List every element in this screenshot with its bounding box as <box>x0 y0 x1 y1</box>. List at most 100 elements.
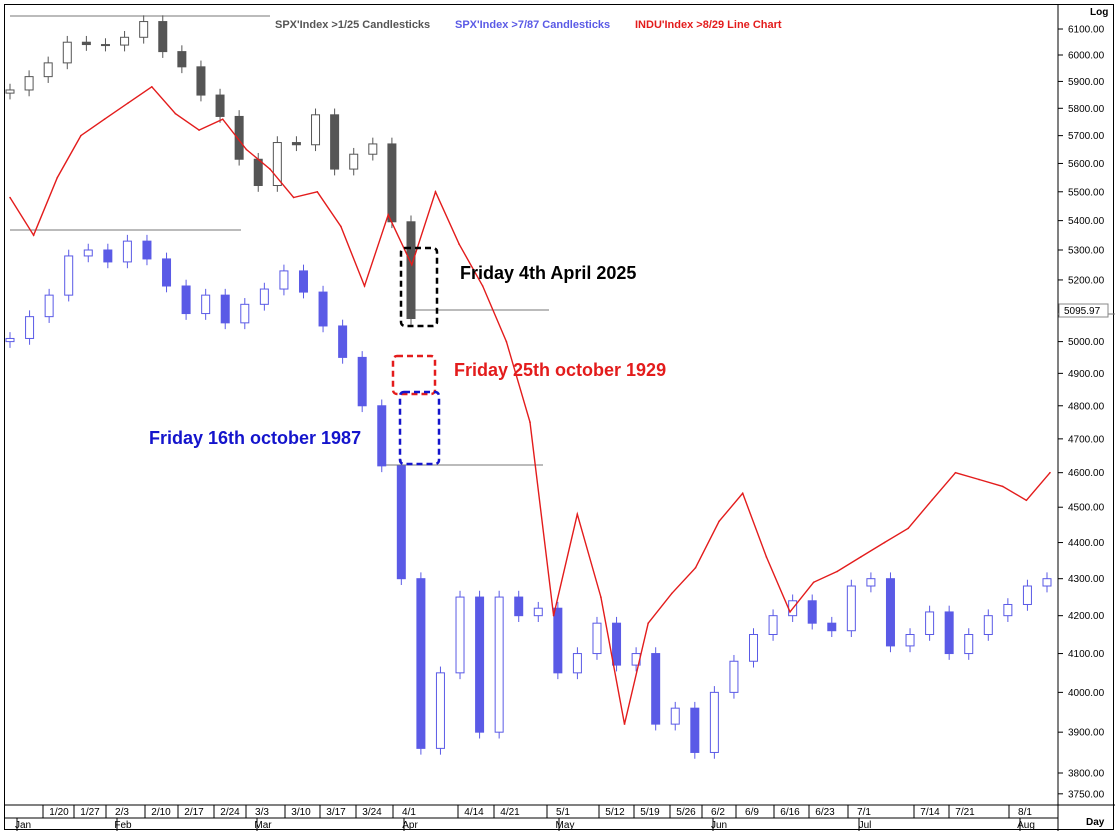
indu-1929-point <box>741 492 744 495</box>
y-tick-label: 3900.00 <box>1068 728 1105 739</box>
month-label: Jul <box>859 820 872 831</box>
x-tick-label: 2/17 <box>184 807 204 818</box>
x-tick-label: 3/3 <box>255 807 269 818</box>
indu-1929-point <box>576 513 579 516</box>
series-spx-1987 <box>5 234 1052 759</box>
spx-2025-candle <box>349 153 359 170</box>
x-tick-label: 5/12 <box>605 807 625 818</box>
spx-1987-candle <box>807 600 817 624</box>
spx-1987-candle <box>709 691 719 753</box>
indu-1929-point <box>316 190 319 193</box>
highlight-box-1929 <box>391 354 437 396</box>
indu-1929-point <box>907 527 909 530</box>
indu-1929-point <box>56 176 59 179</box>
x-tick-label: 4/14 <box>464 807 484 818</box>
spx-2025-candle <box>406 221 416 320</box>
spx-2025-candle <box>215 94 225 117</box>
axis-rails <box>5 5 1115 831</box>
spx-1987-candle <box>162 258 172 287</box>
indu-1929-point <box>552 614 555 617</box>
y-tick-label: 6000.00 <box>1068 51 1105 62</box>
y-tick-label: 5800.00 <box>1068 104 1105 115</box>
reference-lines <box>10 15 1115 466</box>
indu-1929-point <box>1025 499 1028 502</box>
x-tick-label: 5/26 <box>676 807 696 818</box>
indu-1929-point <box>434 190 437 193</box>
y-tick-label: 4600.00 <box>1068 468 1105 479</box>
indu-1929-point <box>647 622 649 624</box>
spx-2025-candle <box>5 89 15 94</box>
x-tick-label: 6/9 <box>745 807 759 818</box>
indu-1929-point <box>836 570 839 573</box>
indu-1929-point <box>363 285 366 287</box>
indu-1929-point <box>458 243 460 245</box>
y-tick-label: 5000.00 <box>1068 337 1105 348</box>
indu-1929-point <box>860 556 862 558</box>
spx-1987-candle <box>827 622 837 632</box>
month-label: Apr <box>402 820 418 831</box>
x-tick-label: 2/10 <box>151 807 171 818</box>
indu-1929-point <box>80 134 82 137</box>
indu-1929-point <box>1001 485 1004 488</box>
indu-1929-point <box>954 471 957 474</box>
spx-1987-candle <box>318 291 328 327</box>
spx-1987-candle <box>846 585 856 632</box>
spx-2025-candle <box>100 44 110 47</box>
indu-1929-point <box>883 541 886 544</box>
spx-1987-candle <box>749 634 759 662</box>
month-label: Jun <box>711 820 727 831</box>
annotation-1987: Friday 16th october 1987 <box>149 428 361 448</box>
x-tick-label: 5/19 <box>640 807 660 818</box>
indu-1929-point <box>198 129 200 131</box>
spx-2025-candle <box>81 41 91 46</box>
chart-svg: 6100.00 6000.00 5900.00 5800.00 5700.00 5600.… <box>5 5 1115 831</box>
spx-1987-candle <box>592 622 602 655</box>
indu-1929-point <box>931 499 933 502</box>
y-tick-label: 5500.00 <box>1068 187 1105 198</box>
spx-1987-candle <box>670 707 680 725</box>
spx-2025-candle <box>387 143 397 223</box>
indu-1929-point <box>765 556 768 558</box>
spx-1987-candle <box>729 660 739 693</box>
indu-1929-point <box>340 225 342 228</box>
y-tick-label: 4200.00 <box>1068 611 1105 622</box>
spx-1987-candle <box>768 615 778 636</box>
y-tick-label: 5900.00 <box>1068 77 1105 88</box>
x-tick-label: 7/21 <box>955 807 975 818</box>
x-tick-label: 6/23 <box>815 807 835 818</box>
spx-1987-candle <box>983 615 993 636</box>
annotation-2025: Friday 4th April 2025 <box>460 263 636 283</box>
spx-1987-candle <box>240 303 250 324</box>
indu-1929-point <box>505 340 508 343</box>
spx-1987-candle <box>103 249 113 263</box>
y-tick-label: 4300.00 <box>1068 574 1105 585</box>
highlight-box-1987 <box>398 390 441 466</box>
spx-1987-candle <box>435 672 445 749</box>
y-tick-label: 4700.00 <box>1068 434 1105 445</box>
spx-1987-candle <box>298 270 308 293</box>
spx-2025-candle <box>139 21 149 38</box>
indu-1929-point <box>387 214 389 216</box>
x-tick-label: 5/1 <box>556 807 570 818</box>
spx-1987-candle <box>377 405 387 467</box>
x-tick-label: 6/2 <box>711 807 725 818</box>
spx-1987-candle <box>905 634 915 647</box>
spx-1987-candle <box>83 249 93 257</box>
spx-1987-candle <box>885 578 895 647</box>
spx-2025-candle <box>43 62 53 78</box>
highlight-box-2025 <box>399 246 439 328</box>
spx-1987-candle <box>396 465 406 580</box>
indu-1929-point <box>600 596 602 598</box>
x-freq-label: Day <box>1086 817 1105 828</box>
spx-1987-candle <box>259 288 269 305</box>
spx-1987-candle <box>944 611 954 655</box>
spx-1987-candle <box>964 634 974 655</box>
x-tick-label: 7/1 <box>857 807 871 818</box>
indu-1929-point <box>103 118 106 120</box>
spx-1987-candle <box>201 294 211 315</box>
legend-spx-2025: SPX'Index >1/25 Candlesticks <box>275 19 430 31</box>
y-tick-label: 4800.00 <box>1068 401 1105 412</box>
tick-labels: 6100.00 6000.00 5900.00 5800.00 5700.00 5600.… <box>15 25 1105 831</box>
spx-1987-candle <box>612 622 622 666</box>
month-label: Aug <box>1017 820 1035 831</box>
